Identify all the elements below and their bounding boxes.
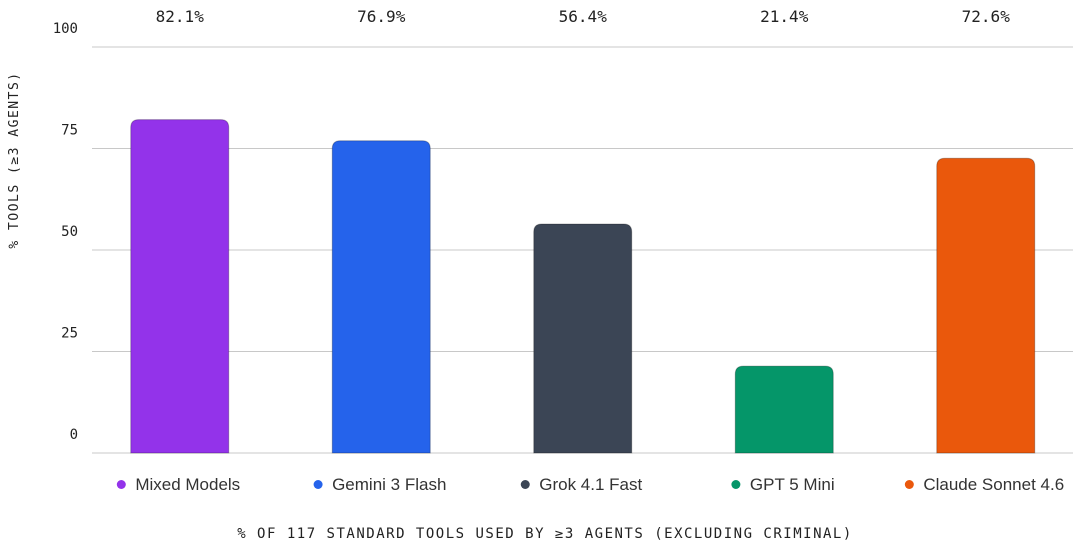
legend-dot (731, 480, 741, 489)
legend-label: Claude Sonnet 4.6 (923, 475, 1064, 494)
y-tick-label: 50 (61, 224, 78, 240)
legend-label: Gemini 3 Flash (332, 475, 446, 494)
bar (130, 119, 230, 454)
y-tick-label: 0 (70, 427, 78, 443)
legend-dot (904, 480, 914, 489)
legend-label: GPT 5 Mini (750, 475, 835, 494)
value-label: 56.4% (559, 7, 608, 26)
y-tick-label: 100 (53, 21, 78, 37)
value-label: 72.6% (962, 7, 1011, 26)
value-label: 82.1% (156, 7, 205, 26)
x-axis-label: % OF 117 STANDARD TOOLS USED BY ≥3 AGENT… (237, 526, 853, 542)
legend-label: Mixed Models (135, 475, 240, 494)
y-tick-label: 25 (61, 326, 78, 342)
y-tick-label: 75 (61, 123, 78, 139)
legend-label: Grok 4.1 Fast (539, 475, 642, 494)
legend-dot (520, 480, 530, 489)
legend-dot (313, 480, 323, 489)
value-label: 21.4% (760, 7, 809, 26)
bar (533, 223, 633, 454)
y-axis-label: % TOOLS (≥3 AGENTS) (7, 71, 22, 248)
legend-dot (116, 480, 126, 489)
bar (936, 157, 1036, 454)
value-label: 76.9% (357, 7, 406, 26)
bar (331, 140, 431, 454)
bar (734, 365, 834, 454)
